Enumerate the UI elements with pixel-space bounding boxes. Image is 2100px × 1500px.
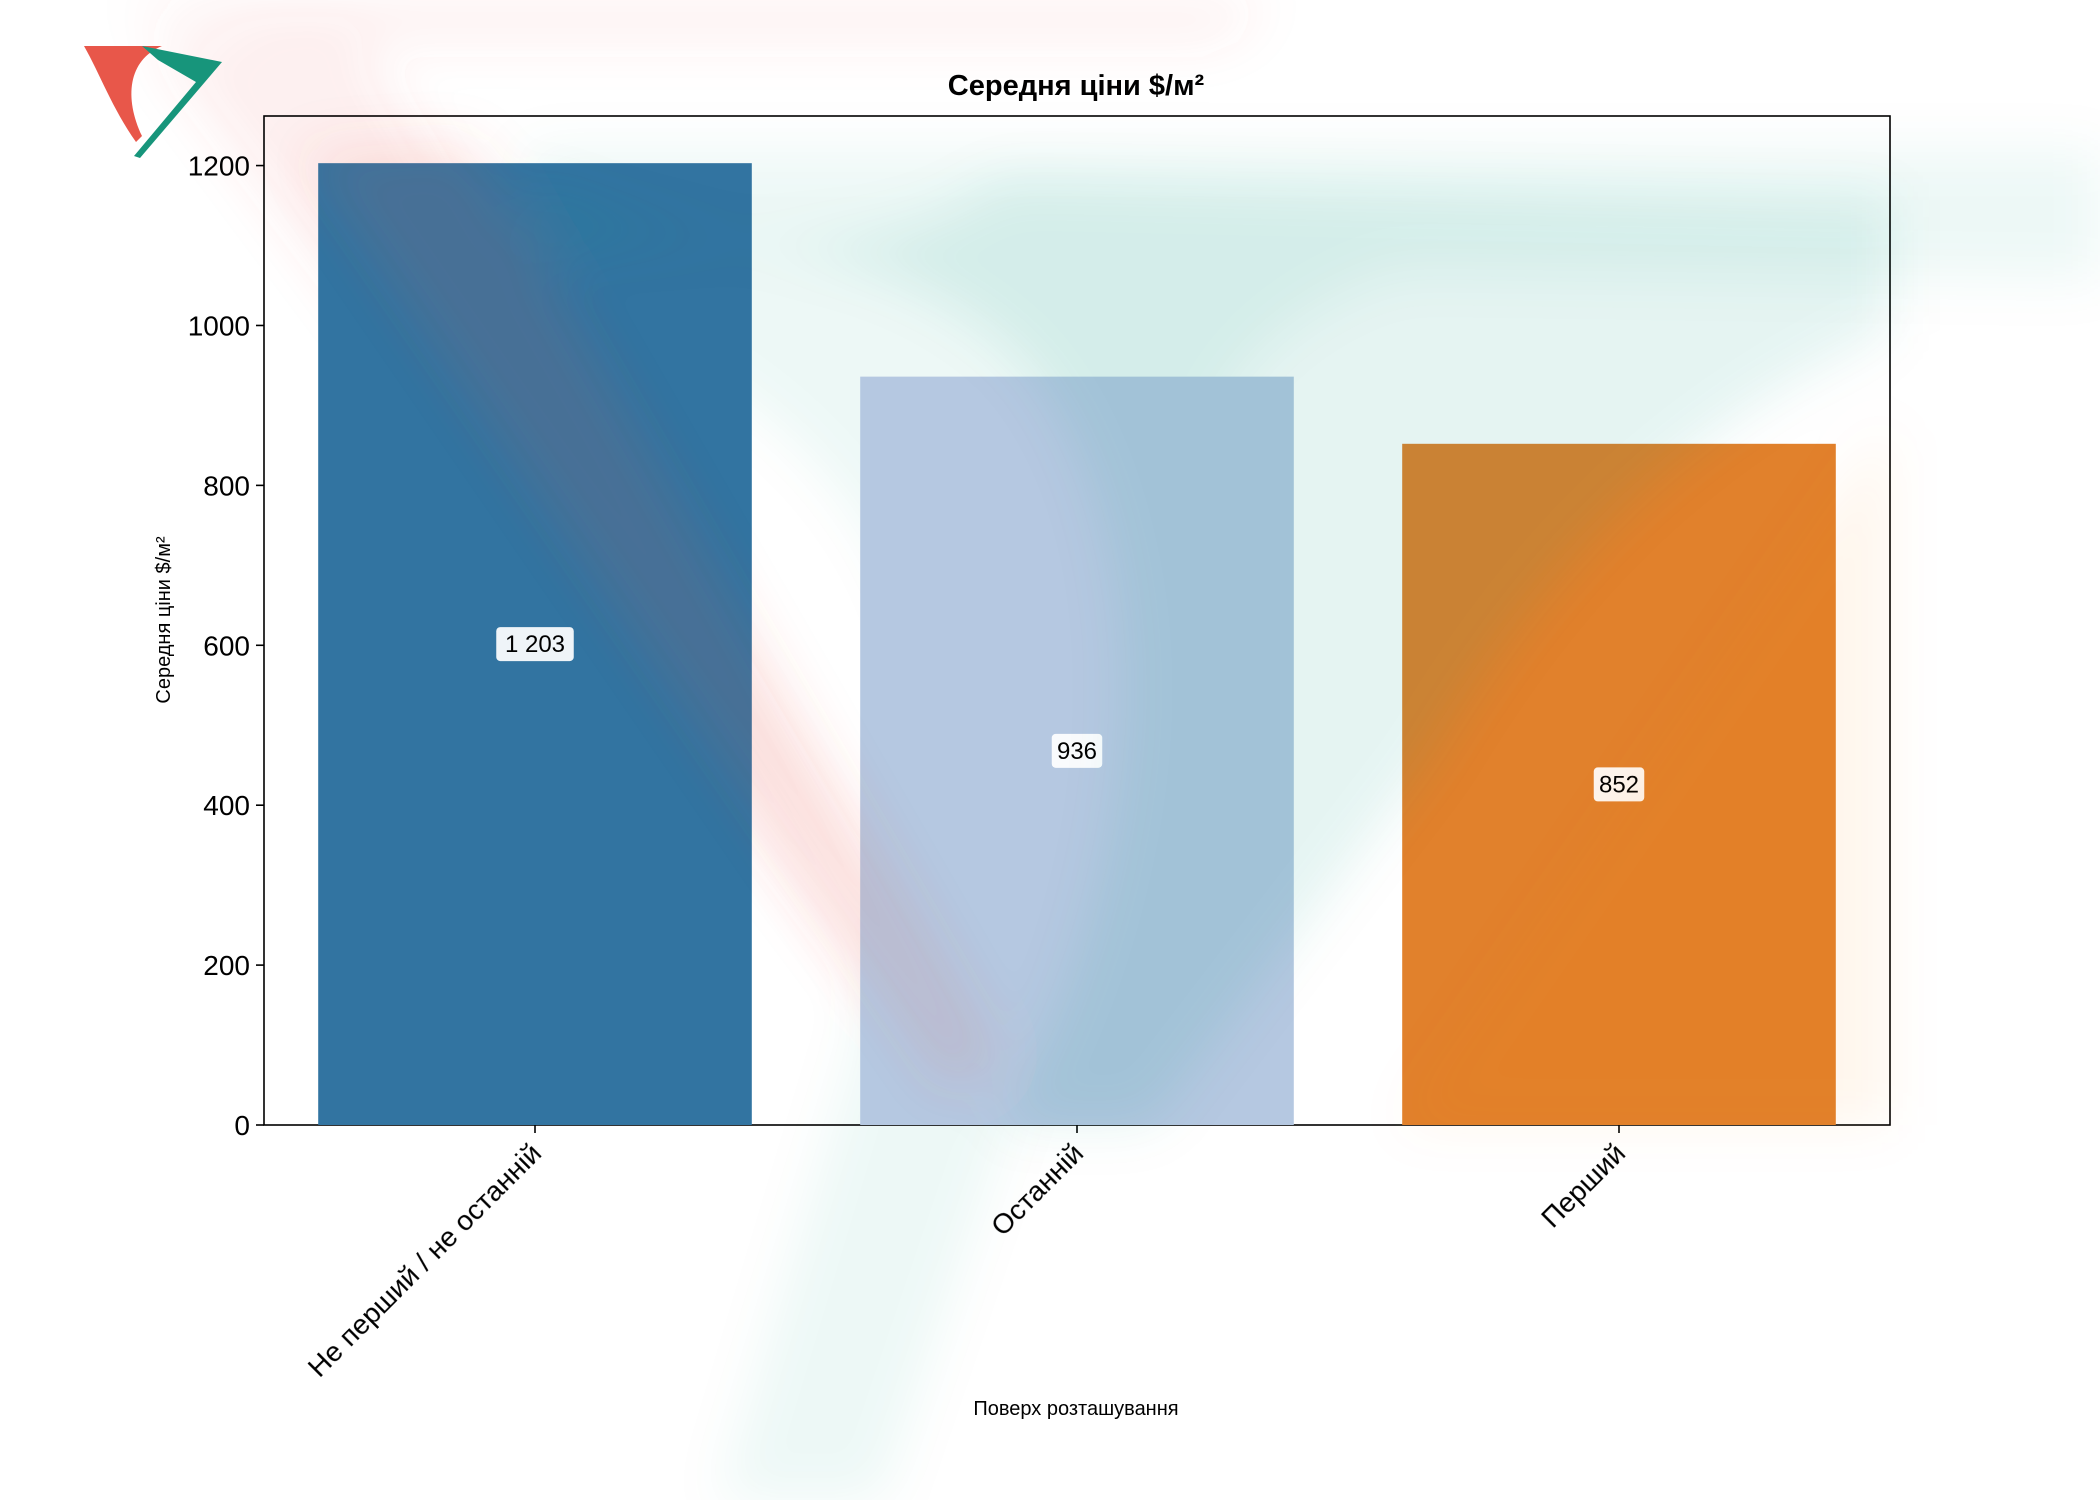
y-axis: 0 200 400 600 800 1000 1200 — [188, 151, 264, 1141]
logo-icon — [84, 46, 222, 158]
data-label-text-0: 1 203 — [505, 631, 565, 658]
y-tick-label-5: 1000 — [188, 310, 250, 341]
y-tick-label-3: 600 — [203, 630, 250, 661]
overlay-watermark — [300, 140, 1890, 1125]
x-tick-label-0: Не перший / не останній — [302, 1137, 548, 1383]
x-axis-label: Поверх розташування — [973, 1398, 1178, 1420]
data-label-0: 1 203 — [496, 627, 574, 662]
y-tick-label-0: 0 — [234, 1110, 250, 1141]
y-tick-label-2: 400 — [203, 790, 250, 821]
data-label-box-0 — [496, 627, 574, 662]
data-label-text-1: 936 — [1057, 738, 1097, 765]
y-tick-label-4: 800 — [203, 470, 250, 501]
data-label-box-1 — [1051, 733, 1103, 768]
x-tick-label-1: Останній — [985, 1137, 1089, 1241]
data-label-1: 936 — [1051, 733, 1103, 768]
y-tick-label-1: 200 — [203, 950, 250, 981]
x-tick-label-2: Перший — [1535, 1137, 1631, 1233]
y-axis-label: Середня ціни $/м² — [153, 536, 175, 704]
chart-title: Середня ціни $/м² — [948, 70, 1205, 102]
y-tick-label-6: 1200 — [188, 151, 250, 182]
